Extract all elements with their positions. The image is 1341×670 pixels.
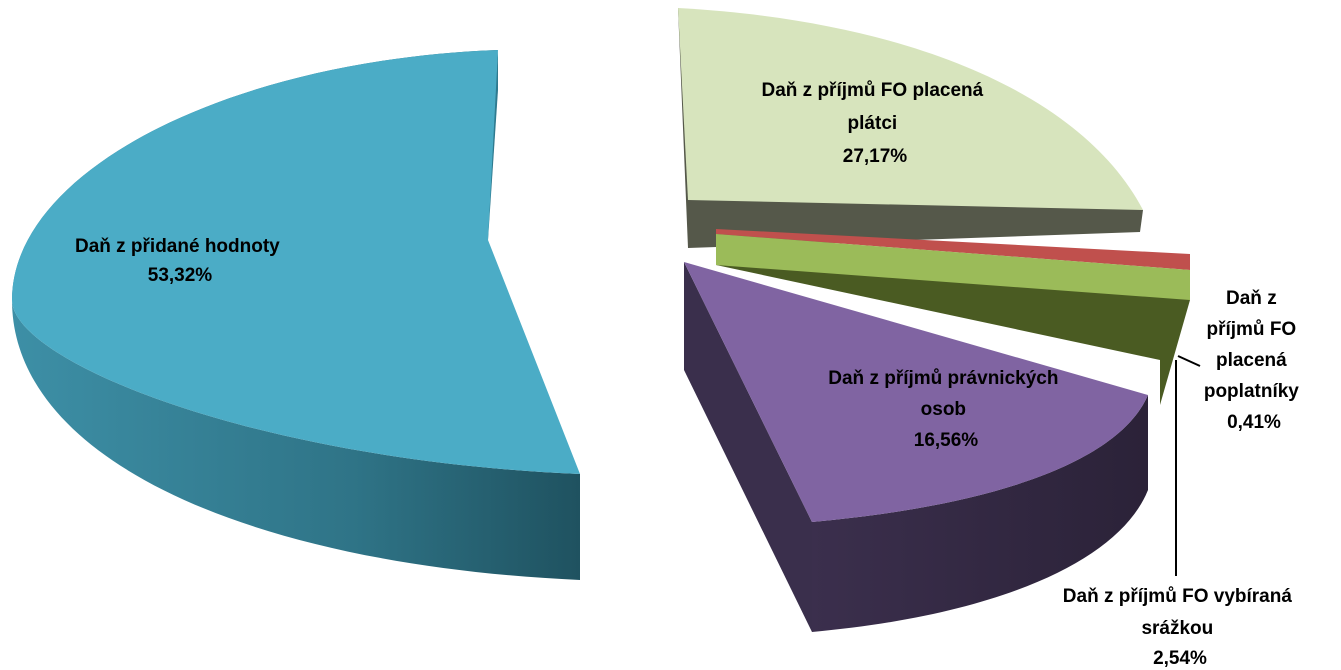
slice-dph <box>12 50 580 474</box>
label-fo-poplatniky: Daň z příjmů FO placená poplatníky 0,41% <box>1204 288 1304 433</box>
slice-fo-srazkou <box>716 234 1190 300</box>
slice-ppo-outer-wall <box>812 395 1148 632</box>
label-fo-srazkou: Daň z příjmů FO vybíraná srážkou 2,54% <box>1063 586 1297 669</box>
slice-ppo <box>684 262 1148 522</box>
slice-fo-poplatniky <box>716 229 1190 270</box>
slice-fo-srazkou-side <box>716 265 1190 405</box>
slice-fo-platci <box>678 8 1143 210</box>
label-dph: Daň z přidané hodnoty 53,32% <box>75 236 285 286</box>
label-fo-platci: Daň z příjmů FO placená plátci 27,17% <box>762 80 989 167</box>
label-ppo: Daň z příjmů právnických osob 16,56% <box>828 368 1063 451</box>
slice-ppo-inner-wall <box>684 262 812 632</box>
leader-line-fo-poplatniky <box>1177 355 1201 367</box>
